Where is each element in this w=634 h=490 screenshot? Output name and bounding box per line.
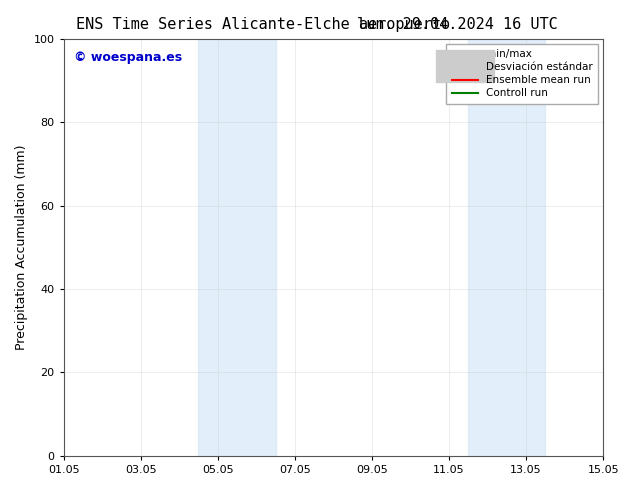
Bar: [198, 39, 276, 456]
Bar: [469, 39, 545, 456]
Text: © woespana.es: © woespana.es: [74, 51, 183, 64]
Text: lun. 29.04.2024 16 UTC: lun. 29.04.2024 16 UTC: [357, 17, 558, 32]
Y-axis label: Precipitation Accumulation (mm): Precipitation Accumulation (mm): [15, 145, 28, 350]
Text: ENS Time Series Alicante-Elche aeropuerto: ENS Time Series Alicante-Elche aeropuert…: [76, 17, 450, 32]
Legend: min/max, Desviación estándar, Ensemble mean run, Controll run: min/max, Desviación estándar, Ensemble m…: [446, 44, 598, 103]
